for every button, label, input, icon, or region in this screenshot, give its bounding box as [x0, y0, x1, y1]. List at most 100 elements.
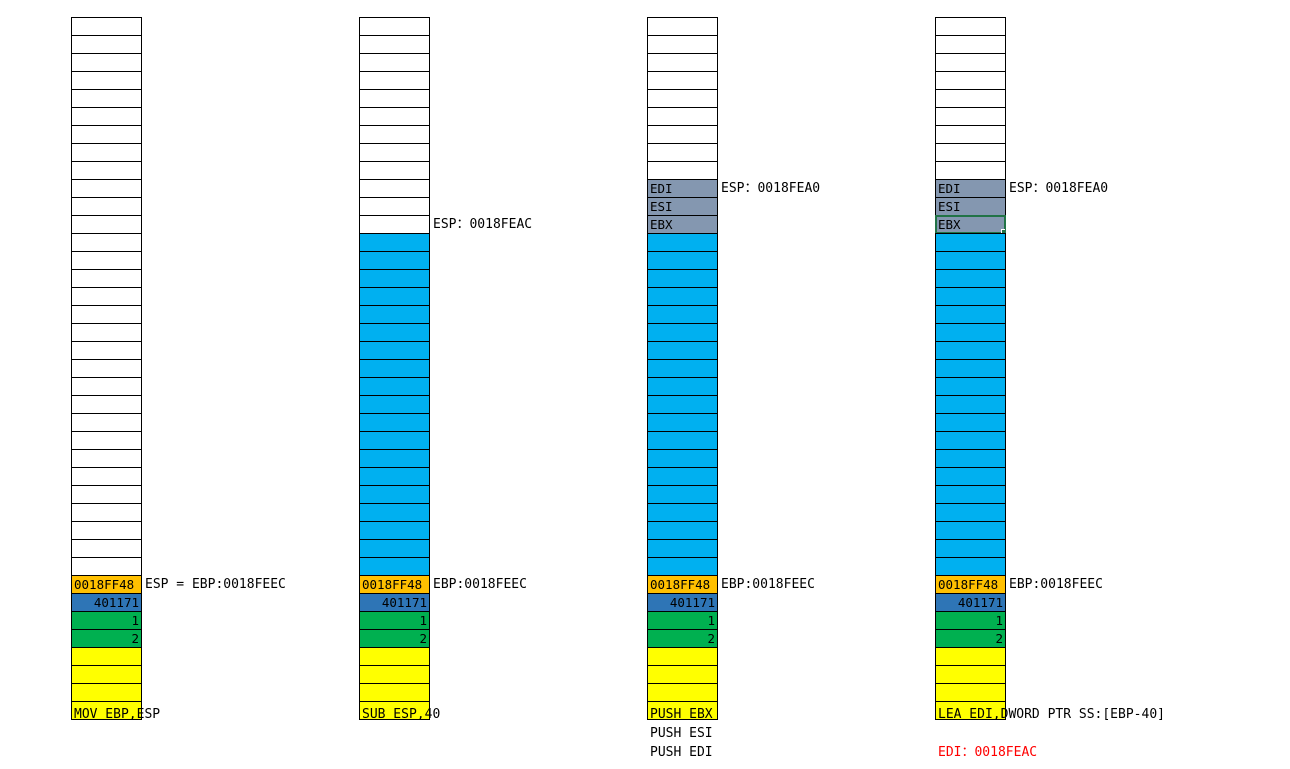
- stack-cell[interactable]: [935, 35, 1006, 54]
- stack-cell[interactable]: [935, 701, 1006, 720]
- stack-cell[interactable]: [359, 341, 430, 360]
- stack-cell[interactable]: 0018FF48: [359, 575, 430, 594]
- stack-cell[interactable]: [71, 683, 142, 702]
- stack-cell[interactable]: 1: [71, 611, 142, 630]
- stack-cell[interactable]: [647, 233, 718, 252]
- stack-cell[interactable]: [359, 35, 430, 54]
- stack-cell[interactable]: [935, 395, 1006, 414]
- stack-cell[interactable]: [647, 701, 718, 720]
- stack-cell[interactable]: [71, 143, 142, 162]
- stack-cell[interactable]: 2: [935, 629, 1006, 648]
- stack-cell[interactable]: [359, 215, 430, 234]
- stack-cell[interactable]: [647, 503, 718, 522]
- stack-cell[interactable]: 401171: [647, 593, 718, 612]
- stack-cell[interactable]: [935, 89, 1006, 108]
- stack-cell[interactable]: [647, 35, 718, 54]
- stack-cell[interactable]: [71, 251, 142, 270]
- stack-cell[interactable]: EBX: [647, 215, 718, 234]
- stack-cell[interactable]: [647, 665, 718, 684]
- stack-cell[interactable]: [935, 467, 1006, 486]
- stack-cell[interactable]: [71, 17, 142, 36]
- stack-cell[interactable]: 1: [935, 611, 1006, 630]
- stack-cell[interactable]: [71, 161, 142, 180]
- stack-cell[interactable]: ESI: [647, 197, 718, 216]
- stack-cell[interactable]: [71, 53, 142, 72]
- stack-cell[interactable]: [647, 71, 718, 90]
- stack-cell[interactable]: [71, 413, 142, 432]
- stack-cell[interactable]: [71, 305, 142, 324]
- stack-cell[interactable]: [935, 503, 1006, 522]
- stack-cell[interactable]: [935, 269, 1006, 288]
- stack-cell[interactable]: [71, 665, 142, 684]
- stack-cell[interactable]: EDI: [935, 179, 1006, 198]
- stack-cell[interactable]: [359, 701, 430, 720]
- stack-cell[interactable]: [359, 557, 430, 576]
- stack-cell[interactable]: [647, 107, 718, 126]
- stack-cell[interactable]: [647, 521, 718, 540]
- stack-cell[interactable]: [359, 449, 430, 468]
- stack-cell[interactable]: [359, 269, 430, 288]
- stack-cell[interactable]: 401171: [359, 593, 430, 612]
- stack-cell[interactable]: [71, 287, 142, 306]
- stack-cell[interactable]: [71, 269, 142, 288]
- stack-cell[interactable]: [359, 467, 430, 486]
- stack-cell[interactable]: [359, 53, 430, 72]
- stack-cell[interactable]: [71, 215, 142, 234]
- stack-cell[interactable]: [647, 269, 718, 288]
- stack-cell[interactable]: [935, 665, 1006, 684]
- stack-cell[interactable]: [359, 89, 430, 108]
- stack-cell[interactable]: [359, 683, 430, 702]
- stack-cell[interactable]: [359, 377, 430, 396]
- stack-cell[interactable]: [935, 413, 1006, 432]
- stack-cell[interactable]: [71, 701, 142, 720]
- stack-cell[interactable]: 0018FF48: [935, 575, 1006, 594]
- stack-cell[interactable]: [647, 431, 718, 450]
- stack-cell[interactable]: [935, 647, 1006, 666]
- stack-cell[interactable]: [359, 125, 430, 144]
- stack-cell[interactable]: [935, 521, 1006, 540]
- stack-cell[interactable]: [71, 647, 142, 666]
- stack-cell[interactable]: [71, 125, 142, 144]
- stack-cell[interactable]: [647, 287, 718, 306]
- stack-cell[interactable]: [647, 413, 718, 432]
- stack-cell[interactable]: [359, 251, 430, 270]
- stack-cell[interactable]: [359, 395, 430, 414]
- stack-cell[interactable]: [935, 431, 1006, 450]
- stack-cell[interactable]: [935, 161, 1006, 180]
- stack-cell[interactable]: [71, 71, 142, 90]
- stack-cell[interactable]: [359, 323, 430, 342]
- stack-cell[interactable]: [935, 683, 1006, 702]
- stack-cell[interactable]: [647, 89, 718, 108]
- stack-cell[interactable]: [647, 251, 718, 270]
- stack-cell[interactable]: [359, 539, 430, 558]
- stack-cell[interactable]: [71, 359, 142, 378]
- stack-cell[interactable]: [647, 359, 718, 378]
- stack-cell[interactable]: [359, 107, 430, 126]
- selection-fill-handle[interactable]: [1001, 229, 1005, 233]
- stack-cell[interactable]: [71, 179, 142, 198]
- stack-cell[interactable]: [71, 377, 142, 396]
- stack-cell[interactable]: [647, 539, 718, 558]
- stack-cell[interactable]: [359, 359, 430, 378]
- stack-cell[interactable]: 1: [647, 611, 718, 630]
- stack-cell[interactable]: [71, 395, 142, 414]
- stack-cell[interactable]: [71, 521, 142, 540]
- stack-cell[interactable]: [359, 233, 430, 252]
- stack-cell[interactable]: [359, 665, 430, 684]
- stack-cell[interactable]: [935, 359, 1006, 378]
- stack-cell[interactable]: [71, 233, 142, 252]
- stack-cell[interactable]: EBX: [935, 215, 1006, 234]
- stack-cell[interactable]: [359, 71, 430, 90]
- stack-cell[interactable]: [359, 17, 430, 36]
- stack-cell[interactable]: [935, 251, 1006, 270]
- stack-cell[interactable]: [935, 377, 1006, 396]
- stack-cell[interactable]: [359, 647, 430, 666]
- stack-cell[interactable]: [359, 485, 430, 504]
- stack-cell[interactable]: [647, 305, 718, 324]
- stack-cell[interactable]: [71, 89, 142, 108]
- stack-cell[interactable]: [647, 341, 718, 360]
- stack-cell[interactable]: [935, 287, 1006, 306]
- stack-cell[interactable]: [71, 197, 142, 216]
- stack-cell[interactable]: 2: [359, 629, 430, 648]
- stack-cell[interactable]: [71, 323, 142, 342]
